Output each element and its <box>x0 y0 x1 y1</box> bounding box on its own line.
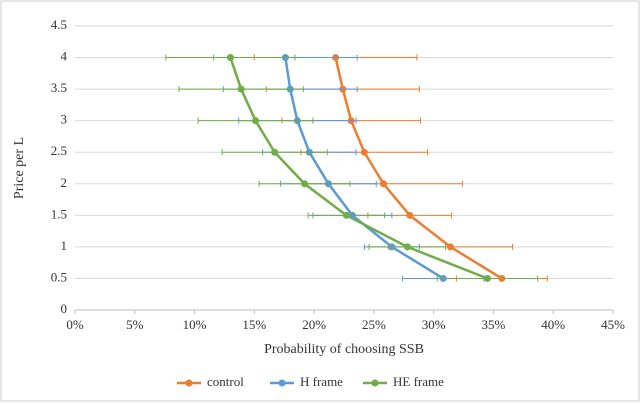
y-tick-label: 0.5 <box>51 269 67 284</box>
x-tick-label: 45% <box>601 317 625 332</box>
legend-marker <box>278 379 286 387</box>
point <box>403 243 411 251</box>
legend-label: HE frame <box>393 374 444 389</box>
point <box>271 148 279 156</box>
x-tick-label: 40% <box>541 317 565 332</box>
y-tick-label: 2.5 <box>51 143 67 158</box>
point <box>446 243 454 251</box>
x-tick-label: 30% <box>422 317 446 332</box>
y-tick-label: 3.5 <box>51 80 67 95</box>
series-line <box>284 57 444 280</box>
y-tick-label: 4 <box>61 49 68 64</box>
point <box>360 148 368 156</box>
y-tick-label: 1 <box>61 238 68 253</box>
legend-marker <box>371 379 379 387</box>
point <box>483 274 491 282</box>
x-tick-label: 35% <box>482 317 506 332</box>
series-line <box>334 57 503 280</box>
y-tick-label: 0 <box>61 301 68 316</box>
y-tick-label: 4.5 <box>51 17 67 32</box>
x-tick-label: 0% <box>66 317 84 332</box>
y-axis-label: Price per L <box>12 137 27 199</box>
y-tick-label: 1.5 <box>51 206 67 221</box>
point <box>406 211 414 219</box>
point <box>379 180 387 188</box>
x-tick-label: 25% <box>362 317 386 332</box>
x-tick-label: 5% <box>126 317 144 332</box>
y-tick-label: 2 <box>61 175 68 190</box>
point <box>252 117 260 125</box>
point <box>237 85 245 93</box>
point <box>342 211 350 219</box>
x-tick-label: 20% <box>302 317 326 332</box>
legend-marker <box>185 379 193 387</box>
legend-label: H frame <box>300 374 343 389</box>
x-axis-label: Probability of choosing SSB <box>264 342 424 357</box>
x-tick-label: 10% <box>183 317 207 332</box>
legend-label: control <box>207 374 244 389</box>
point <box>226 54 234 62</box>
point <box>301 180 309 188</box>
series-line <box>229 57 488 280</box>
y-tick-label: 3 <box>61 112 68 127</box>
x-tick-label: 15% <box>242 317 266 332</box>
